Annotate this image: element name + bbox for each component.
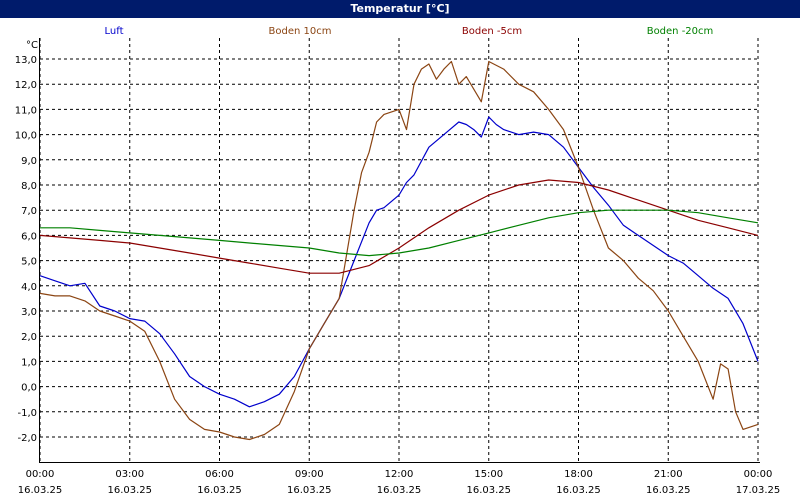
x-tick-date: 16.03.25 <box>556 485 601 496</box>
x-tick-date: 16.03.25 <box>287 485 332 496</box>
x-axis: 00:00 16.03.25 03:00 16.03.25 06:00 16.03.25 0… <box>18 469 781 496</box>
x-tick-time: 03:00 <box>115 469 144 480</box>
y-tick-label: 10,0 <box>15 131 37 142</box>
y-tick-label: 3,0 <box>21 307 37 318</box>
y-tick-label: 7,0 <box>21 206 37 217</box>
y-tick-label: 2,0 <box>21 332 37 343</box>
x-tick-time: 15:00 <box>474 469 503 480</box>
series-line-0 <box>39 116 759 408</box>
y-tick-label: 13,0 <box>15 55 37 66</box>
x-tick-date: 16.03.25 <box>377 485 422 496</box>
y-tick-label: 1,0 <box>21 357 37 368</box>
x-tick-time: 06:00 <box>205 469 234 480</box>
grid <box>39 38 759 462</box>
y-tick-label: -1,0 <box>17 408 37 419</box>
plot-frame <box>39 38 760 463</box>
y-unit-label: °C <box>26 40 38 51</box>
legend: Luft Boden 10cm Boden -5cm Boden -20cm <box>105 26 714 37</box>
legend-entry-2: Boden -5cm <box>462 26 522 37</box>
y-tick-label: 5,0 <box>21 257 37 268</box>
series-lines <box>39 60 759 441</box>
series-line-1 <box>39 60 759 441</box>
y-tick-label: 6,0 <box>21 231 37 242</box>
y-tick-label: 12,0 <box>15 80 37 91</box>
y-tick-label: 11,0 <box>15 105 37 116</box>
legend-entry-0: Luft <box>105 26 124 37</box>
x-tick-date: 17.03.25 <box>736 485 781 496</box>
y-tick-label: -2,0 <box>17 433 37 444</box>
x-tick-date: 16.03.25 <box>466 485 511 496</box>
series-line-3 <box>40 209 759 257</box>
y-tick-label: 4,0 <box>21 282 37 293</box>
x-tick-time: 09:00 <box>295 469 324 480</box>
y-tick-label: 0,0 <box>21 383 37 394</box>
legend-entry-1: Boden 10cm <box>269 26 332 37</box>
x-tick-time: 21:00 <box>654 469 683 480</box>
x-tick-date: 16.03.25 <box>107 485 152 496</box>
y-tick-label: 8,0 <box>21 181 37 192</box>
x-tick-time: 00:00 <box>744 469 773 480</box>
chart-title: Temperatur [°C] <box>0 0 800 18</box>
x-tick-date: 16.03.25 <box>646 485 691 496</box>
legend-entry-3: Boden -20cm <box>647 26 714 37</box>
x-tick-time: 00:00 <box>26 469 55 480</box>
y-axis: 13,0 12,0 11,0 10,0 9,0 8,0 7,0 6,0 5,0 4,0 3,0 2,0… <box>15 40 38 444</box>
x-tick-time: 12:00 <box>385 469 414 480</box>
x-tick-date: 16.03.25 <box>197 485 242 496</box>
x-tick-date: 16.03.25 <box>18 485 63 496</box>
y-tick-label: 9,0 <box>21 156 37 167</box>
series-line-2 <box>39 179 759 274</box>
x-tick-time: 18:00 <box>564 469 593 480</box>
